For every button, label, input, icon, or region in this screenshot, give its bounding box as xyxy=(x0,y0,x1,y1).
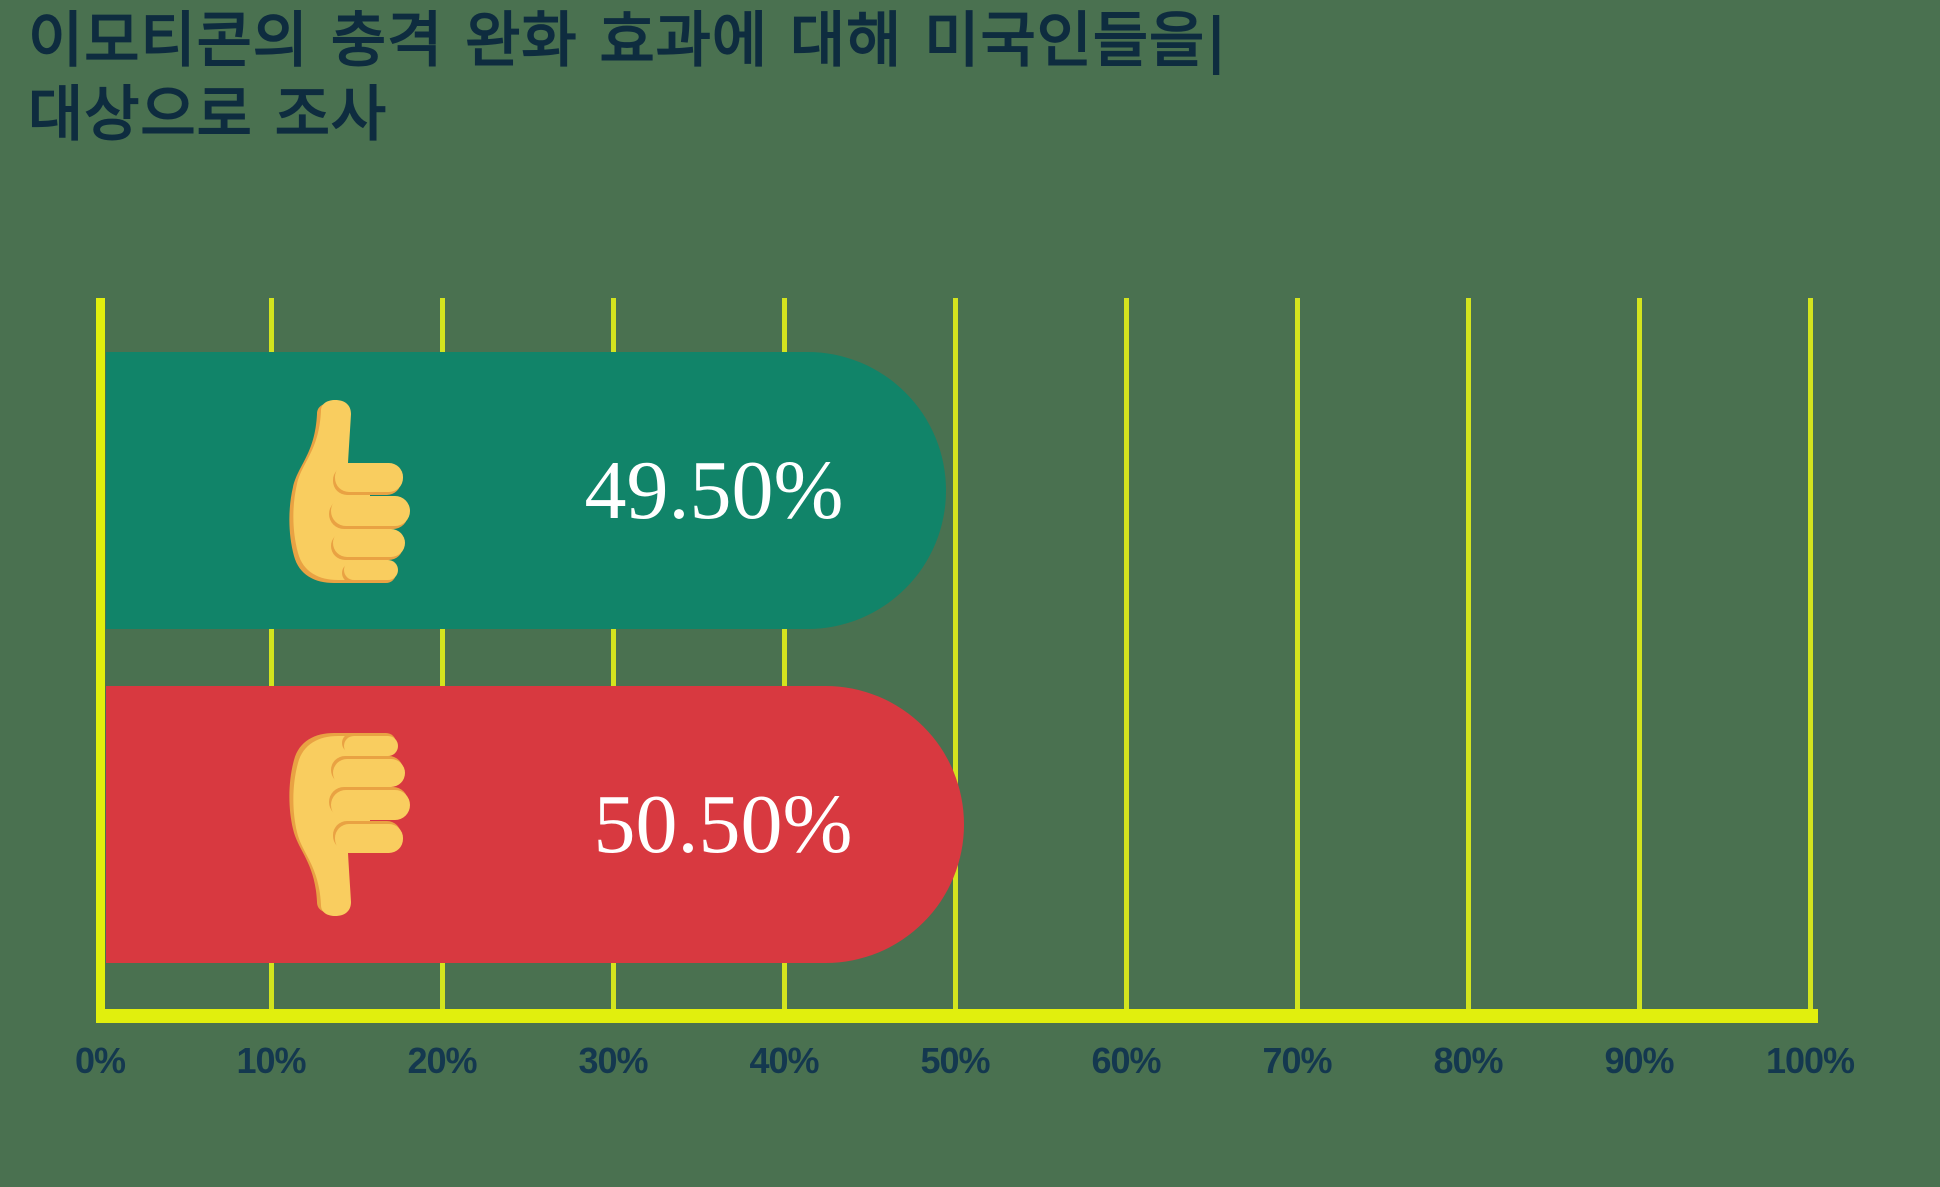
tick-label-10: 10% xyxy=(236,1040,306,1081)
tick-label-0: 0% xyxy=(74,1040,126,1081)
gridline-10 xyxy=(269,298,274,1016)
tick-label-60: 60% xyxy=(1091,1040,1161,1081)
chart-title: 이모티콘의 충격 완화 효과에 대해 미국인들을| 대상으로 조사 xyxy=(28,4,1228,152)
thumbs-down-icon xyxy=(289,732,410,916)
gridline-50 xyxy=(953,298,958,1016)
gridline-90 xyxy=(1637,298,1642,1016)
bar-thumbs-up[interactable]: 49.50% xyxy=(106,352,946,629)
tick-label-90: 90% xyxy=(1604,1040,1674,1081)
tick-label-50: 50% xyxy=(920,1040,990,1081)
gridline-40 xyxy=(782,298,787,1016)
gridline-30 xyxy=(611,298,616,1016)
tick-label-80: 80% xyxy=(1433,1040,1503,1081)
title-line-2: 대상으로 조사 xyxy=(28,80,388,150)
bar-value-label-positive: 49.50% xyxy=(584,444,844,537)
thumbs-up-icon xyxy=(289,399,410,583)
tick-label-30: 30% xyxy=(578,1040,648,1081)
bar-value-label-negative: 50.50% xyxy=(593,778,853,871)
tick-label-20: 20% xyxy=(407,1040,477,1081)
gridline-20 xyxy=(440,298,445,1016)
tick-label-100: 100% xyxy=(1765,1040,1855,1081)
x-axis-line xyxy=(96,1009,1818,1023)
gridline-80 xyxy=(1466,298,1471,1016)
gridline-70 xyxy=(1295,298,1300,1016)
gridline-60 xyxy=(1124,298,1129,1016)
gridline-100 xyxy=(1808,298,1813,1016)
title-line-1: 이모티콘의 충격 완화 효과에 대해 미국인들을| xyxy=(28,6,1229,76)
y-axis-line xyxy=(96,298,105,1016)
tick-label-70: 70% xyxy=(1262,1040,1332,1081)
tick-label-40: 40% xyxy=(749,1040,819,1081)
bar-thumbs-down[interactable]: 50.50% xyxy=(106,686,964,963)
